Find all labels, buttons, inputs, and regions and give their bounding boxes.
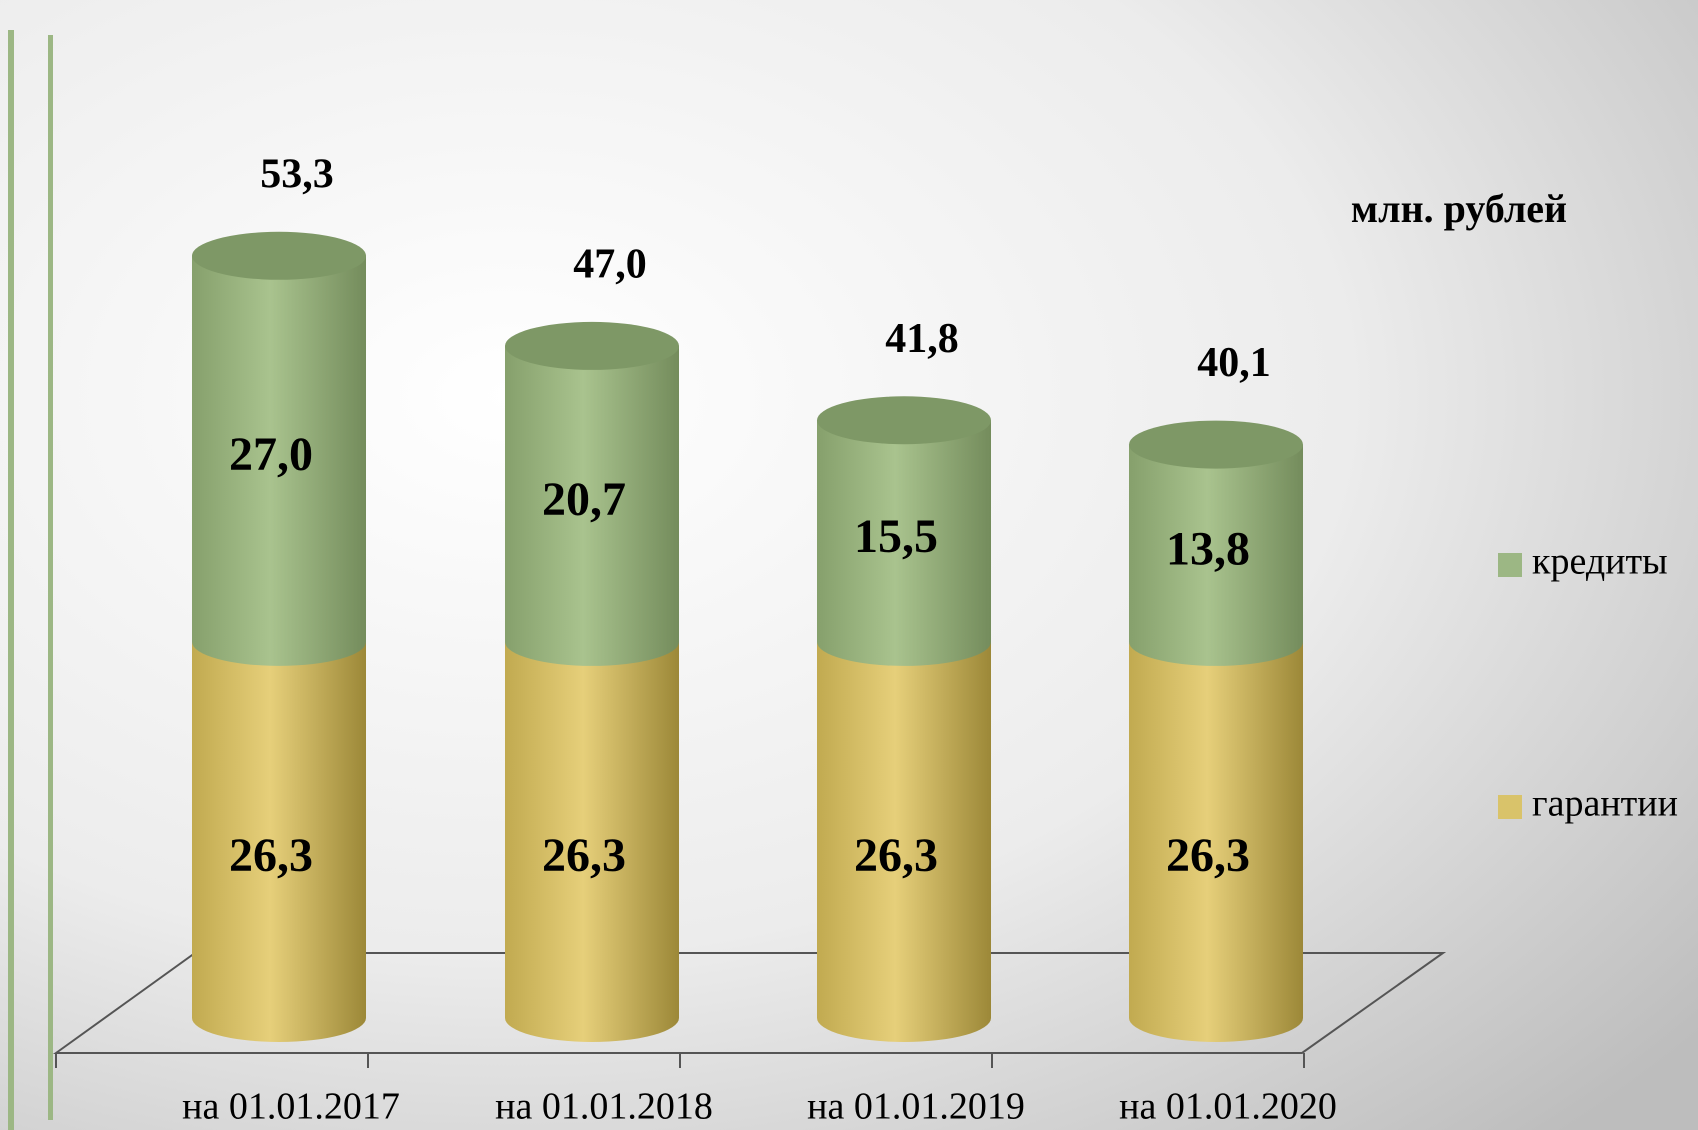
legend-label: гарантии bbox=[1532, 783, 1678, 825]
cylinder-segment bbox=[817, 420, 991, 666]
cylinder-segment bbox=[1129, 641, 1303, 1042]
legend-label: кредиты bbox=[1532, 541, 1668, 583]
value-label: 15,5 bbox=[854, 510, 938, 563]
decor-line bbox=[8, 30, 14, 1130]
value-label: 20,7 bbox=[542, 473, 626, 526]
legend-swatch bbox=[1498, 553, 1522, 577]
value-label: 26,3 bbox=[542, 829, 626, 882]
cylinder-segment bbox=[192, 641, 366, 1042]
cylinder-segment bbox=[1129, 444, 1303, 666]
cylinder-segment bbox=[505, 641, 679, 1042]
x-tick-label: на 01.01.2020 bbox=[1119, 1086, 1337, 1128]
value-label: 26,3 bbox=[1166, 829, 1250, 882]
cylinder-segment bbox=[505, 345, 679, 666]
decor-line bbox=[48, 35, 53, 1120]
cylinder-top bbox=[505, 321, 679, 370]
x-tick-label: на 01.01.2017 bbox=[182, 1086, 400, 1128]
cylinder-top bbox=[817, 396, 991, 445]
value-label: 26,3 bbox=[854, 829, 938, 882]
value-label: 26,3 bbox=[229, 829, 313, 882]
legend-swatch bbox=[1498, 795, 1522, 819]
x-tick-label: на 01.01.2019 bbox=[807, 1086, 1025, 1128]
x-tick-label: на 01.01.2018 bbox=[495, 1086, 713, 1128]
cylinder-top bbox=[1129, 420, 1303, 469]
total-label: 47,0 bbox=[573, 242, 647, 288]
total-label: 53,3 bbox=[260, 151, 334, 197]
cylinder-top bbox=[192, 231, 366, 280]
cylinder-segment bbox=[192, 255, 366, 666]
value-label: 13,8 bbox=[1166, 522, 1250, 575]
value-label: 27,0 bbox=[229, 428, 313, 481]
cylinder-segment bbox=[817, 641, 991, 1042]
total-label: 41,8 bbox=[885, 316, 959, 362]
floor bbox=[52, 952, 1447, 1054]
unit-label: млн. рублей bbox=[1351, 186, 1567, 231]
total-label: 40,1 bbox=[1197, 340, 1271, 386]
